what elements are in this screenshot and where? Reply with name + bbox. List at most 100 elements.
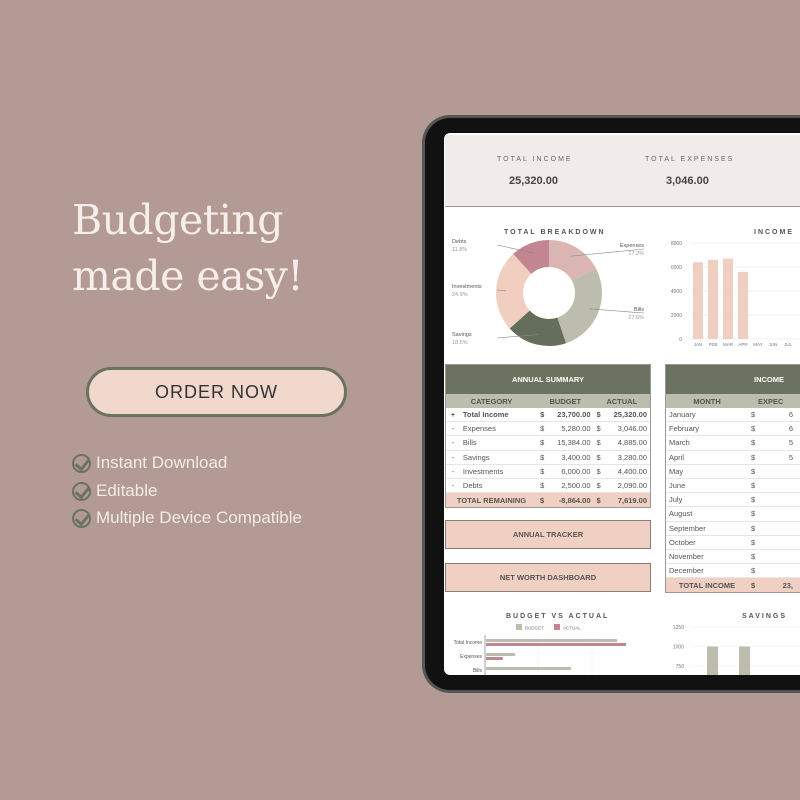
currency: $	[751, 566, 756, 576]
feature-label: Instant Download	[96, 453, 228, 472]
row-month: October	[669, 537, 696, 547]
table-row: November $	[666, 550, 800, 565]
row-month: March	[669, 438, 690, 448]
net-worth-dashboard-button[interactable]: NET WORTH DASHBOARD	[445, 563, 651, 592]
total-expenses-label: TOTAL EXPENSES	[645, 156, 735, 163]
feature-label: Multiple Device Compatible	[96, 508, 302, 527]
leader-line	[571, 248, 645, 257]
row-month: January	[669, 410, 696, 420]
annual-summary-title: ANNUAL SUMMARY	[446, 365, 650, 394]
legend-label: BUDGET	[525, 626, 544, 631]
currency: $	[751, 410, 756, 420]
row-actual: 3,280.00	[617, 452, 647, 462]
income-table-title: INCOME	[666, 365, 800, 394]
total-income-value: 25,320.00	[509, 175, 558, 187]
slice-pct: 11.8%	[452, 247, 467, 253]
budget-vs-actual-chart: BUDGET ACTUAL Total Income Expenses Bills	[454, 624, 626, 675]
currency: $	[751, 495, 756, 505]
total-actual: 7,619.00	[617, 495, 648, 505]
currency: $	[751, 551, 756, 561]
table-row: August $	[666, 507, 800, 522]
row-category: Investments	[462, 466, 504, 476]
table-row: June $	[666, 479, 800, 494]
slice-label: Bills	[634, 307, 644, 313]
headline-line-2: made easy!	[72, 252, 304, 300]
table-row: July $	[666, 493, 800, 508]
y-tick-label: 2000	[671, 313, 682, 319]
budget-bar	[486, 667, 572, 670]
bva-title: BUDGET VS ACTUAL	[506, 613, 610, 620]
row-budget: 15,384.00	[557, 438, 591, 448]
total-remaining-row: TOTAL REMAINING $ -8,864.00 $7,619.00	[446, 493, 650, 508]
currency: $	[751, 523, 756, 533]
annual-tracker-button[interactable]: ANNUAL TRACKER	[445, 520, 651, 549]
summary-band: TOTAL INCOME 25,320.00 TOTAL EXPENSES 3,…	[445, 135, 800, 207]
currency: $	[540, 424, 545, 434]
row-actual: 25,320.00	[613, 410, 647, 420]
leader-line	[496, 334, 539, 339]
currency: $	[596, 438, 601, 448]
y-tick-label: 8000	[671, 241, 682, 247]
row-sign: -	[451, 481, 455, 491]
legend-swatch	[554, 624, 560, 630]
row-category: Savings	[462, 452, 490, 462]
leader-line	[588, 308, 645, 314]
table-row: September $	[666, 522, 800, 536]
feature-item: Editable	[72, 481, 157, 501]
y-tick-label: 750	[676, 664, 685, 670]
row-month: August	[669, 509, 693, 519]
table-row: - Debts $2,500.00 $2,090.00	[446, 479, 650, 494]
annual-summary-table: ANNUAL SUMMARY CATEGORY BUDGET ACTUAL + Tot…	[445, 364, 651, 509]
row-budget: 2,500.00	[561, 481, 591, 491]
breakdown-title: TOTAL BREAKDOWN	[504, 229, 606, 236]
donut-slice	[549, 240, 596, 281]
headline-line-1: Budgeting	[72, 196, 284, 244]
total-expenses-value: 3,046.00	[666, 175, 709, 187]
total-income-label: TOTAL INCOME	[678, 580, 736, 590]
currency: $	[596, 410, 601, 420]
x-tick-label: JUN	[769, 342, 778, 347]
slice-label: Expenses	[620, 243, 644, 249]
row-budget: 6,000.00	[561, 466, 591, 476]
slice-label: Debts	[452, 239, 467, 245]
slice-pct: 27.6%	[628, 315, 644, 321]
currency: $	[751, 466, 756, 476]
row-budget: 3,400.00	[561, 452, 591, 462]
row-expected: 6	[788, 424, 793, 434]
row-month: July	[669, 495, 683, 505]
table-row: - Expenses $5,280.00 $3,046.00	[446, 422, 650, 437]
y-tick-label: 0	[679, 337, 682, 343]
income-chart: 8000 6000 4000 2000 0 JAN FEB MAR APR MAY JUN JUL	[671, 241, 800, 347]
currency: $	[540, 452, 545, 462]
feature-item: Instant Download	[72, 453, 227, 473]
table-row: January $6	[666, 408, 800, 423]
currency: $	[540, 481, 545, 491]
y-tick-label: 1250	[673, 625, 684, 631]
row-sign: +	[450, 410, 456, 420]
row-expected: 6	[788, 410, 793, 420]
currency: $	[751, 424, 756, 434]
table-row: October $	[666, 536, 800, 550]
row-budget: 5,280.00	[561, 424, 591, 434]
currency: $	[540, 410, 545, 420]
currency: $	[540, 438, 545, 448]
y-tick-label: 1000	[673, 645, 684, 651]
legend-swatch	[516, 624, 522, 630]
col-actual: ACTUAL	[606, 396, 638, 406]
table-row: - Bills $15,384.00 $4,885.00	[446, 436, 650, 451]
row-budget: 23,700.00	[557, 410, 591, 420]
row-sign: -	[451, 424, 455, 434]
col-month: MONTH	[693, 396, 721, 406]
headline: Budgeting made easy!	[72, 192, 304, 304]
total-budget: -8,864.00	[558, 495, 591, 505]
order-now-button[interactable]: ORDER NOW	[86, 367, 347, 417]
row-category: Expenses	[462, 424, 496, 434]
category-label: Expenses	[460, 654, 482, 660]
income-table: INCOME MONTH EXPEC January $6 February $6 Mar…	[665, 364, 800, 594]
x-tick-label: FEB	[709, 342, 718, 347]
x-tick-label: MAR	[723, 342, 734, 347]
slice-pct: 18.5%	[452, 340, 468, 346]
currency: $	[540, 466, 545, 476]
row-month: June	[669, 481, 686, 491]
savings-chart: 1250 1000 750	[673, 625, 800, 675]
